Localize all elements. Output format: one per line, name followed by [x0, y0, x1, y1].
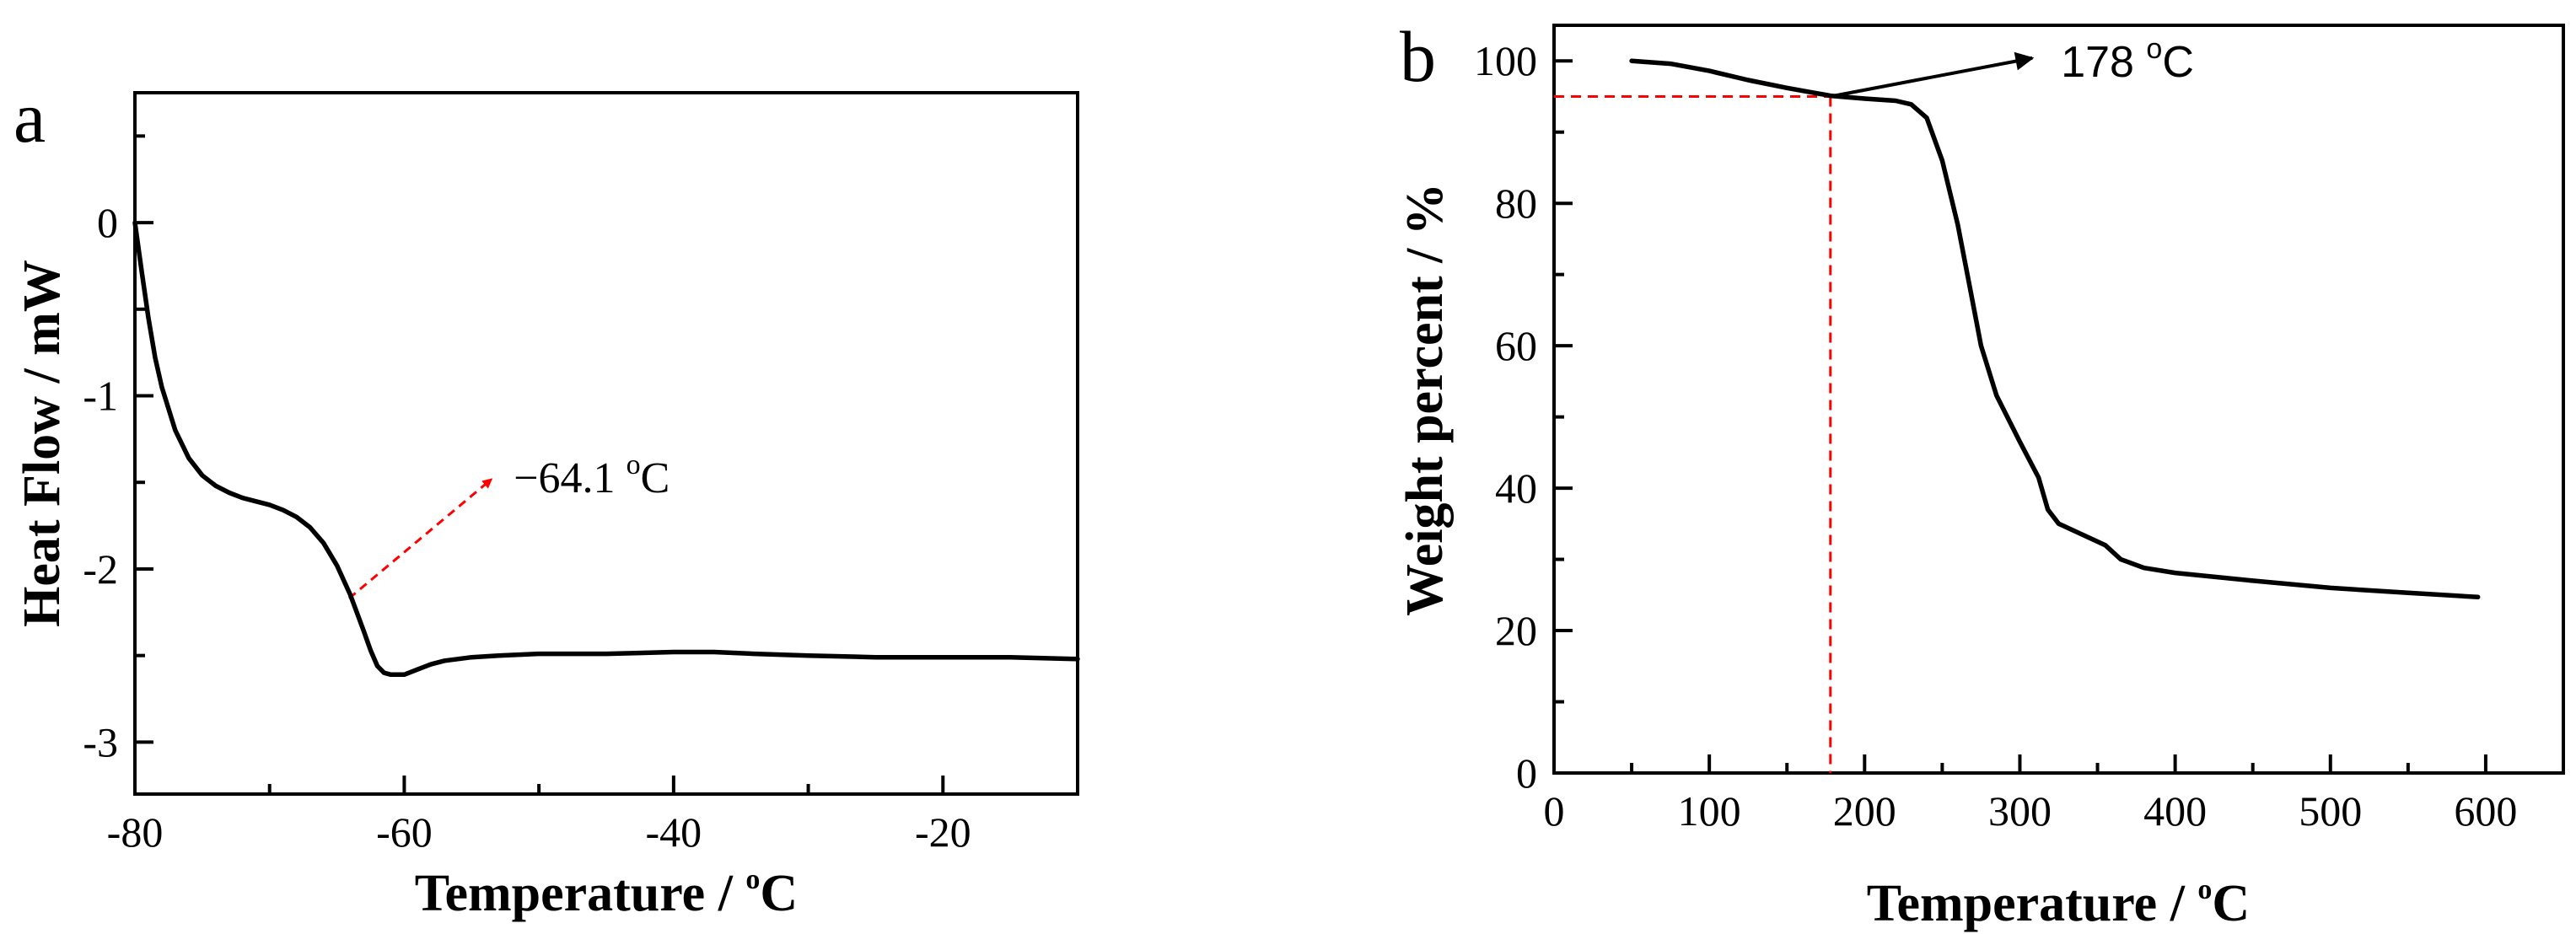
annotation-label: −64.1 oC [514, 449, 670, 502]
y-tick-label: 80 [1495, 180, 1537, 227]
x-tick-label: -60 [376, 808, 433, 856]
annotation-arrow [1830, 51, 2035, 99]
x-tick-label: 200 [1833, 787, 1896, 835]
panel-a-y-axis-title: Heat Flow / mW [13, 260, 71, 627]
x-tick-label: 500 [2299, 787, 2362, 835]
y-tick-label: 60 [1495, 322, 1537, 369]
panel-b-x-axis-title: Temperature / oC [1867, 874, 2250, 932]
annotation-arrow [347, 477, 493, 600]
panel-b-label: b [1400, 16, 1436, 97]
y-tick-label: -3 [83, 718, 118, 765]
panel-a-ticks [133, 134, 945, 794]
panel-a-tick-labels: -80 -60 -40 -20 0 -1 -2 -3 [83, 199, 971, 856]
panel-b-weight-percent: b 0 100 200 300 400 500 600 0 20 40 60 80 100 178 oC… [1396, 16, 2565, 932]
panel-b-ticks [1552, 59, 2487, 775]
x-tick-label: -40 [646, 808, 702, 856]
panel-a-heat-flow: a -80 -60 -40 -20 0 -1 -2 -3 −64.1 oC Temperatu… [13, 77, 1080, 922]
panel-b-y-axis-title: Weight percent / % [1396, 183, 1454, 616]
x-tick-label: -80 [107, 808, 164, 856]
x-tick-label: -20 [915, 808, 971, 856]
y-tick-label: 100 [1474, 37, 1537, 84]
annotation-label: 178 oC [2061, 33, 2194, 87]
panel-a-annotation: −64.1 oC [347, 449, 670, 600]
x-tick-label: 300 [1988, 787, 2052, 835]
x-tick-label: 0 [1544, 787, 1565, 835]
y-tick-label: 0 [97, 199, 118, 246]
panel-b-plot-frame [1552, 24, 2565, 775]
x-tick-label: 400 [2143, 787, 2207, 835]
panel-a-series-line [132, 220, 1080, 678]
y-tick-label: -1 [83, 373, 118, 420]
panel-a-plot-frame [133, 91, 1079, 796]
y-tick-label: 40 [1495, 464, 1537, 512]
x-tick-label: 100 [1678, 787, 1741, 835]
panel-a-x-axis-title: Temperature / oC [415, 864, 798, 922]
panel-b-annotation: 178 oC [1554, 33, 2194, 773]
x-tick-label: 600 [2454, 787, 2517, 835]
panel-b-series-line [1629, 58, 2481, 600]
y-tick-label: -2 [83, 545, 118, 593]
y-tick-label: 20 [1495, 607, 1537, 654]
y-tick-label: 0 [1516, 749, 1537, 797]
panel-a-label: a [13, 77, 46, 158]
panel-b-tick-labels: 0 100 200 300 400 500 600 0 20 40 60 80 100 [1474, 37, 2517, 835]
